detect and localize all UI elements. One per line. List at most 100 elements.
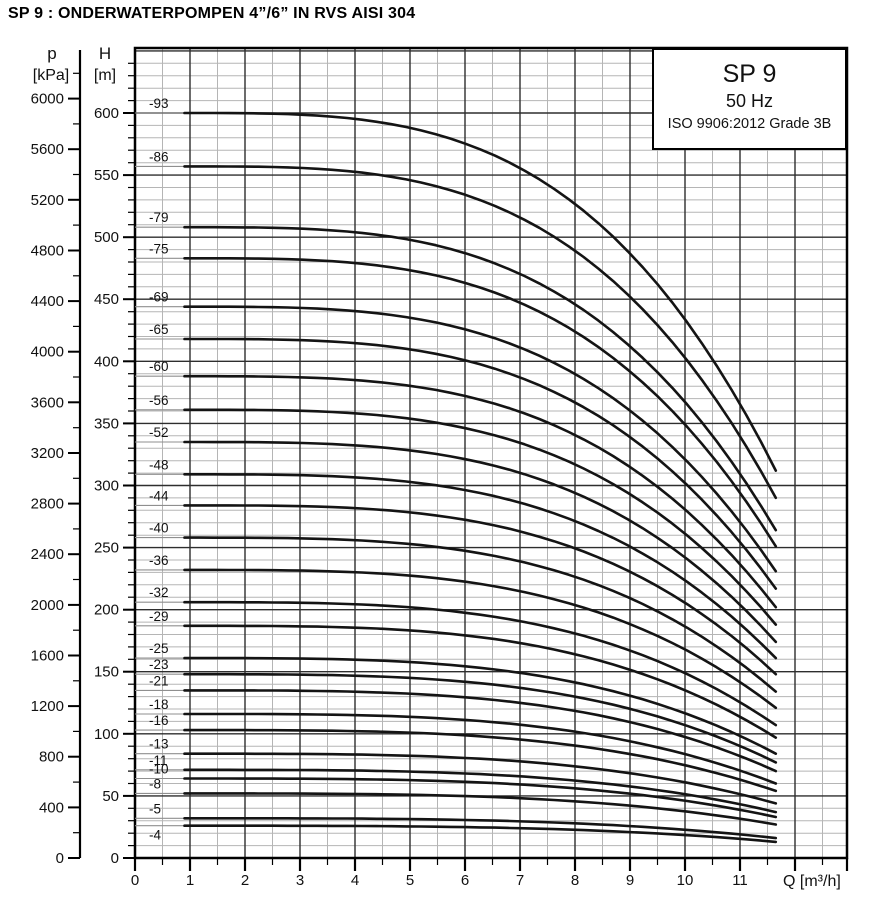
pump-curve--8 bbox=[183, 792, 778, 826]
pump-curve--56 bbox=[183, 408, 778, 626]
q-axis-tick-label: 4 bbox=[351, 872, 359, 889]
p-axis-tick-label: 2800 bbox=[31, 496, 64, 513]
curve-label-10: -10 bbox=[149, 762, 169, 777]
p-axis-name: p bbox=[47, 44, 56, 63]
p-axis-tick-label: 4800 bbox=[31, 242, 64, 259]
plot-border bbox=[133, 46, 849, 860]
curve-label-32: -32 bbox=[149, 585, 169, 600]
legend-frequency-label: 50 Hz bbox=[725, 90, 774, 111]
p-axis-unit: [kPa] bbox=[33, 67, 69, 84]
curve-label-21: -21 bbox=[149, 673, 169, 688]
pump-curve--11 bbox=[183, 768, 778, 814]
h-axis-unit: [m] bbox=[94, 67, 116, 84]
p-axis-tick-label: 5600 bbox=[31, 141, 64, 158]
h-axis-tick-label: 100 bbox=[94, 726, 119, 743]
h-axis-tick-label: 150 bbox=[94, 664, 119, 681]
p-axis-tick-label: 4000 bbox=[31, 344, 64, 361]
legend-model-label: SP 9 bbox=[722, 60, 777, 88]
pump-curve--86 bbox=[183, 165, 778, 500]
p-axis-tick-label: 6000 bbox=[31, 91, 64, 108]
curve-label-69: -69 bbox=[149, 290, 169, 305]
p-axis-tick-label: 2400 bbox=[31, 546, 64, 563]
q-axis-tick-label: 8 bbox=[571, 872, 579, 889]
pump-curve--32 bbox=[183, 600, 778, 727]
pump-curve--52 bbox=[183, 440, 778, 644]
q-axis-tick-label: 3 bbox=[296, 872, 304, 889]
pump-curve--18 bbox=[183, 712, 778, 785]
pump-curve--40 bbox=[183, 536, 778, 693]
p-axis-tick-label: 1600 bbox=[31, 647, 64, 664]
page-title: SP 9 : ONDERWATERPOMPEN 4”/6” IN RVS AIS… bbox=[8, 5, 416, 22]
curve-label-65: -65 bbox=[149, 322, 169, 337]
legend-box: SP 9 50 Hz ISO 9906:2012 Grade 3B bbox=[652, 48, 847, 150]
q-axis-tick-label: 1 bbox=[186, 872, 194, 889]
curve-label-11: -11 bbox=[149, 753, 168, 768]
curve-label-86: -86 bbox=[149, 149, 169, 164]
curve-label-8: -8 bbox=[149, 776, 161, 791]
curve-label-52: -52 bbox=[149, 425, 169, 440]
h-axis-tick-label: 0 bbox=[111, 850, 119, 867]
h-axis-name: H bbox=[99, 44, 111, 63]
curve-label-93: -93 bbox=[149, 96, 169, 111]
curve-label-36: -36 bbox=[149, 553, 169, 568]
pump-curve--4 bbox=[183, 824, 778, 844]
q-axis-tick-label: 2 bbox=[241, 872, 249, 889]
pump-curve--75 bbox=[183, 256, 778, 548]
h-axis-tick-label: 400 bbox=[94, 353, 119, 370]
curve-label-23: -23 bbox=[149, 657, 169, 672]
q-axis-tick-label: 10 bbox=[677, 872, 694, 889]
pump-curve--13 bbox=[183, 752, 778, 805]
curve-label-18: -18 bbox=[149, 697, 169, 712]
p-axis-tick-label: 3200 bbox=[31, 445, 64, 462]
p-axis-tick-label: 0 bbox=[56, 850, 64, 867]
pump-curve--36 bbox=[183, 568, 778, 710]
h-axis-tick-label: 250 bbox=[94, 540, 119, 557]
curve-label-16: -16 bbox=[149, 713, 169, 728]
p-axis-tick-label: 3600 bbox=[31, 394, 64, 411]
curve-label-4: -4 bbox=[149, 828, 161, 843]
q-axis-title: Q [m³/h] bbox=[783, 873, 841, 890]
p-axis-tick-label: 4400 bbox=[31, 293, 64, 310]
curve-label-29: -29 bbox=[149, 609, 169, 624]
p-axis-tick-label: 400 bbox=[39, 799, 64, 816]
h-axis-tick-label: 50 bbox=[102, 788, 119, 805]
pump-curve--48 bbox=[183, 472, 778, 660]
p-axis-tick-label: 2000 bbox=[31, 597, 64, 614]
pump-curve--44 bbox=[183, 504, 778, 676]
pump-curve--21 bbox=[183, 689, 778, 773]
h-axis-tick-label: 200 bbox=[94, 602, 119, 619]
legend-standard-label: ISO 9906:2012 Grade 3B bbox=[667, 116, 832, 133]
h-axis-tick-label: 500 bbox=[94, 229, 119, 246]
h-axis-tick-label: 600 bbox=[94, 105, 119, 122]
pump-curve--69 bbox=[183, 305, 778, 573]
curve-label-13: -13 bbox=[149, 737, 169, 752]
p-axis-tick-label: 5200 bbox=[31, 192, 64, 209]
pump-curve--23 bbox=[183, 672, 778, 764]
q-axis-tick-label: 9 bbox=[626, 872, 634, 889]
pump-curve--16 bbox=[183, 728, 778, 793]
q-axis-tick-label: 6 bbox=[461, 872, 469, 889]
curve-label-5: -5 bbox=[149, 801, 161, 816]
pump-curve--10 bbox=[183, 777, 778, 819]
p-axis-tick-label: 1200 bbox=[31, 698, 64, 715]
pump-curve--25 bbox=[183, 656, 778, 756]
pump-curve--60 bbox=[183, 374, 778, 609]
q-axis-tick-label: 0 bbox=[131, 872, 139, 889]
q-axis-tick-label: 7 bbox=[516, 872, 524, 889]
h-axis-tick-label: 550 bbox=[94, 167, 119, 184]
h-axis-tick-label: 450 bbox=[94, 291, 119, 308]
pump-curve--29 bbox=[183, 624, 778, 739]
pump-curve--65 bbox=[183, 337, 778, 590]
h-axis-tick-label: 300 bbox=[94, 477, 119, 494]
curve-label-56: -56 bbox=[149, 393, 169, 408]
curve-label-40: -40 bbox=[149, 521, 169, 536]
curve-label-48: -48 bbox=[149, 457, 169, 472]
q-axis-tick-label: 5 bbox=[406, 872, 414, 889]
curve-label-60: -60 bbox=[149, 359, 169, 374]
curve-label-75: -75 bbox=[149, 241, 169, 256]
curve-label-44: -44 bbox=[149, 488, 169, 503]
curve-label-79: -79 bbox=[149, 210, 169, 225]
curve-label-25: -25 bbox=[149, 641, 169, 656]
